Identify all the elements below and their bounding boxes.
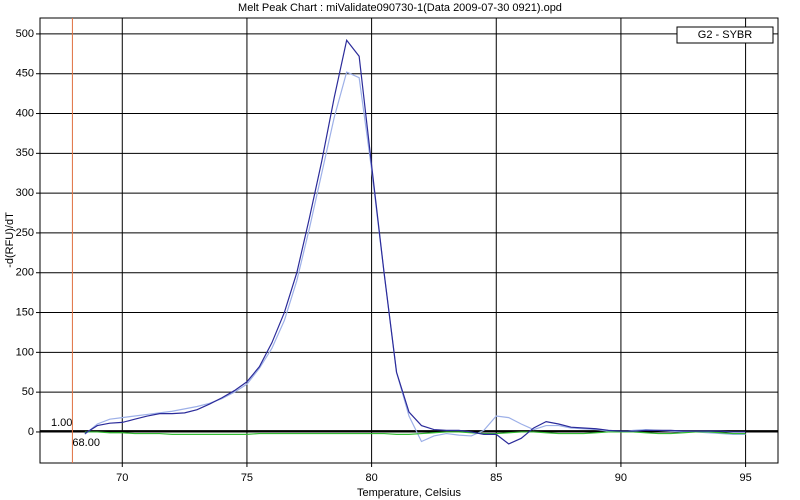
threshold-label: 1.00 bbox=[51, 417, 72, 429]
x-tick-label: 90 bbox=[615, 472, 627, 484]
y-tick-label: 350 bbox=[16, 147, 34, 159]
y-tick-label: 500 bbox=[16, 28, 34, 40]
melt-curve bbox=[84, 38, 746, 445]
y-tick-label: 450 bbox=[16, 68, 34, 80]
x-tick-label: 75 bbox=[241, 472, 253, 484]
y-tick-label: 250 bbox=[16, 227, 34, 239]
x-axis-label: Temperature, Celsius bbox=[357, 487, 461, 499]
y-axis-label: -d(RFU)/dT bbox=[4, 212, 16, 268]
x-tick-label: 95 bbox=[739, 472, 751, 484]
chart-title: Melt Peak Chart : miValidate090730-1(Dat… bbox=[238, 2, 562, 14]
plot-area bbox=[39, 17, 779, 464]
y-tick-label: 150 bbox=[16, 306, 34, 318]
x-tick-label: 80 bbox=[365, 472, 377, 484]
x-tick-label: 85 bbox=[490, 472, 502, 484]
y-tick-label: 400 bbox=[16, 107, 34, 119]
legend-label: G2 - SYBR bbox=[698, 29, 752, 41]
y-tick-label: 50 bbox=[22, 386, 34, 398]
y-tick-label: 300 bbox=[16, 187, 34, 199]
melt-curve bbox=[84, 431, 746, 435]
y-tick-label: 200 bbox=[16, 267, 34, 279]
melt-curve bbox=[84, 71, 746, 443]
legend-box bbox=[676, 26, 774, 44]
y-tick-label: 0 bbox=[28, 426, 34, 438]
x-tick-label: 70 bbox=[116, 472, 128, 484]
y-tick-label: 100 bbox=[16, 346, 34, 358]
start-label: 68.00 bbox=[72, 437, 100, 449]
